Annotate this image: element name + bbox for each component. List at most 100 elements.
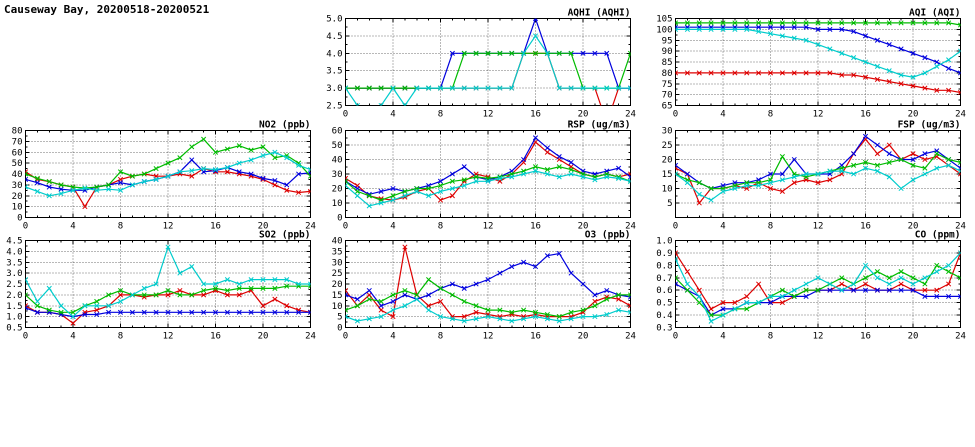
svg-text:3.0: 3.0	[6, 269, 22, 279]
svg-text:25: 25	[662, 141, 673, 151]
svg-text:100: 100	[656, 25, 672, 35]
co-plot: 0 4 8 12 16 20 24 0.3 0.4 0.5 0.6 0.7 0.8 0.9 1.0 CO (p…	[656, 230, 966, 342]
svg-text:12: 12	[483, 222, 494, 232]
svg-text:40: 40	[332, 156, 343, 166]
svg-text:16: 16	[860, 110, 871, 120]
chart-aqi: 0 4 8 12 16 20 24 65 70 75 80 85 90 95 100 105 AQI (AQI)	[650, 5, 972, 120]
svg-text:20: 20	[578, 222, 589, 232]
svg-text:20: 20	[908, 222, 919, 232]
svg-text:24: 24	[625, 110, 636, 120]
svg-text:20: 20	[258, 332, 269, 342]
svg-text:90: 90	[662, 47, 673, 57]
svg-text:0.9: 0.9	[656, 249, 672, 259]
svg-text:24: 24	[955, 110, 966, 120]
svg-text:30: 30	[12, 181, 23, 191]
svg-text:0.7: 0.7	[656, 274, 672, 284]
svg-text:4: 4	[720, 222, 725, 232]
svg-text:10: 10	[332, 199, 343, 209]
svg-text:0.4: 0.4	[656, 311, 672, 321]
svg-text:5: 5	[667, 199, 672, 209]
svg-text:4.5: 4.5	[6, 237, 22, 247]
fsp-plot: 0 4 8 12 16 20 24 5 10 15 20 25 30 FSP (ug/m3)	[662, 120, 966, 232]
svg-text:4: 4	[720, 332, 725, 342]
svg-text:70: 70	[12, 137, 23, 147]
svg-text:70: 70	[662, 91, 673, 101]
chart-aqhi: 0 4 8 12 16 20 24 2.5 3.0 3.5 4.0 4.5 5.0 AQHI (AQHI)	[320, 5, 642, 120]
svg-text:0: 0	[337, 324, 342, 334]
svg-text:20: 20	[12, 192, 23, 202]
svg-text:30: 30	[332, 170, 343, 180]
svg-text:5.0: 5.0	[326, 15, 342, 25]
svg-text:10: 10	[332, 302, 343, 312]
svg-text:0: 0	[343, 222, 348, 232]
svg-text:FSP (ug/m3): FSP (ug/m3)	[898, 120, 961, 131]
svg-text:20: 20	[332, 185, 343, 195]
svg-text:80: 80	[662, 69, 673, 79]
svg-text:20: 20	[578, 332, 589, 342]
svg-text:10: 10	[12, 203, 23, 213]
svg-text:35: 35	[332, 247, 343, 257]
svg-text:8: 8	[438, 332, 443, 342]
svg-text:4.5: 4.5	[326, 32, 342, 42]
chart-fsp: 0 4 8 12 16 20 24 5 10 15 20 25 30 FSP (ug/m3)	[650, 117, 972, 232]
svg-text:24: 24	[955, 222, 966, 232]
svg-text:0: 0	[343, 332, 348, 342]
svg-text:2.5: 2.5	[326, 102, 342, 112]
svg-text:50: 50	[332, 141, 343, 151]
svg-text:12: 12	[483, 110, 494, 120]
svg-text:20: 20	[258, 222, 269, 232]
svg-text:12: 12	[163, 222, 174, 232]
svg-text:30: 30	[332, 258, 343, 268]
svg-text:RSP (ug/m3): RSP (ug/m3)	[568, 120, 631, 131]
svg-text:0.6: 0.6	[656, 286, 672, 296]
svg-text:10: 10	[662, 185, 673, 195]
svg-text:15: 15	[332, 291, 343, 301]
svg-text:0.5: 0.5	[656, 299, 672, 309]
aqhi-plot: 0 4 8 12 16 20 24 2.5 3.0 3.5 4.0 4.5 5.0 AQHI (AQHI)	[326, 8, 636, 120]
svg-text:15: 15	[662, 170, 673, 180]
svg-text:12: 12	[163, 332, 174, 342]
svg-text:95: 95	[662, 36, 673, 46]
svg-text:40: 40	[332, 237, 343, 247]
svg-text:60: 60	[12, 148, 23, 158]
svg-text:8: 8	[438, 222, 443, 232]
chart-o3: 0 4 8 12 16 20 24 0 5 10 15 20 25 30 35 40 O3 (ppb)	[320, 227, 642, 342]
svg-text:1.5: 1.5	[6, 302, 22, 312]
svg-text:0: 0	[673, 332, 678, 342]
svg-text:24: 24	[625, 222, 636, 232]
svg-text:0.3: 0.3	[656, 324, 672, 334]
svg-text:0: 0	[17, 214, 22, 224]
svg-text:2.5: 2.5	[6, 280, 22, 290]
chart-so2: 0 4 8 12 16 20 24 0.5 1.0 1.5 2.0 2.5 3.0 3.5 4.0 4.5 SO…	[0, 227, 322, 342]
so2-plot: 0 4 8 12 16 20 24 0.51.01.52.02.53.03.54.04.5 SO…	[6, 230, 316, 342]
svg-text:75: 75	[662, 80, 673, 90]
svg-text:24: 24	[305, 222, 316, 232]
svg-text:65: 65	[662, 102, 673, 112]
svg-text:1.0: 1.0	[656, 237, 672, 247]
svg-text:80: 80	[12, 127, 23, 137]
svg-text:24: 24	[305, 332, 316, 342]
svg-text:AQHI (AQHI): AQHI (AQHI)	[568, 8, 631, 19]
svg-text:4.0: 4.0	[326, 49, 342, 59]
svg-text:8: 8	[768, 222, 773, 232]
svg-text:16: 16	[530, 332, 541, 342]
svg-text:50: 50	[12, 159, 23, 169]
svg-text:0: 0	[343, 110, 348, 120]
svg-text:3.5: 3.5	[326, 67, 342, 77]
svg-text:30: 30	[662, 127, 673, 137]
svg-text:2.0: 2.0	[6, 291, 22, 301]
svg-text:16: 16	[530, 222, 541, 232]
svg-text:4: 4	[720, 110, 725, 120]
svg-text:3.0: 3.0	[326, 84, 342, 94]
svg-text:8: 8	[438, 110, 443, 120]
svg-text:12: 12	[813, 222, 824, 232]
svg-text:20: 20	[662, 156, 673, 166]
svg-text:CO (ppm): CO (ppm)	[915, 230, 961, 241]
svg-text:40: 40	[12, 170, 23, 180]
svg-text:16: 16	[210, 222, 221, 232]
svg-text:NO2 (ppb): NO2 (ppb)	[259, 120, 310, 131]
